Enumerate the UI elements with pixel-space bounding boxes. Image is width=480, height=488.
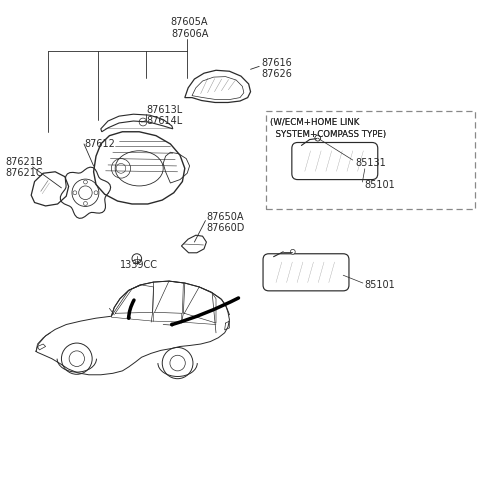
Text: 87614L: 87614L — [146, 116, 183, 125]
Text: 87605A: 87605A — [171, 17, 208, 27]
Text: 87621B: 87621B — [6, 157, 43, 167]
Text: 87650A: 87650A — [206, 212, 244, 222]
Text: 87612: 87612 — [84, 139, 115, 149]
Bar — [266, 111, 475, 209]
Text: 85101: 85101 — [365, 181, 396, 190]
Circle shape — [290, 249, 295, 254]
Text: (W/ECM+HOME LINK
  SYSTEM+COMPASS TYPE): (W/ECM+HOME LINK SYSTEM+COMPASS TYPE) — [270, 118, 386, 139]
Text: 1339CC: 1339CC — [120, 261, 158, 270]
Text: 87660D: 87660D — [206, 223, 245, 233]
Text: (W/ECM+HOME LINK
  SYSTEM+COMPASS TYPE): (W/ECM+HOME LINK SYSTEM+COMPASS TYPE) — [270, 118, 386, 139]
Text: 87613L: 87613L — [146, 105, 183, 115]
Text: 87616: 87616 — [262, 59, 292, 68]
Text: 87621C: 87621C — [6, 168, 43, 178]
Text: 85101: 85101 — [365, 281, 396, 290]
Text: 87606A: 87606A — [171, 29, 208, 39]
Circle shape — [315, 135, 321, 141]
Text: 85131: 85131 — [355, 158, 386, 168]
Text: 87626: 87626 — [262, 69, 292, 79]
